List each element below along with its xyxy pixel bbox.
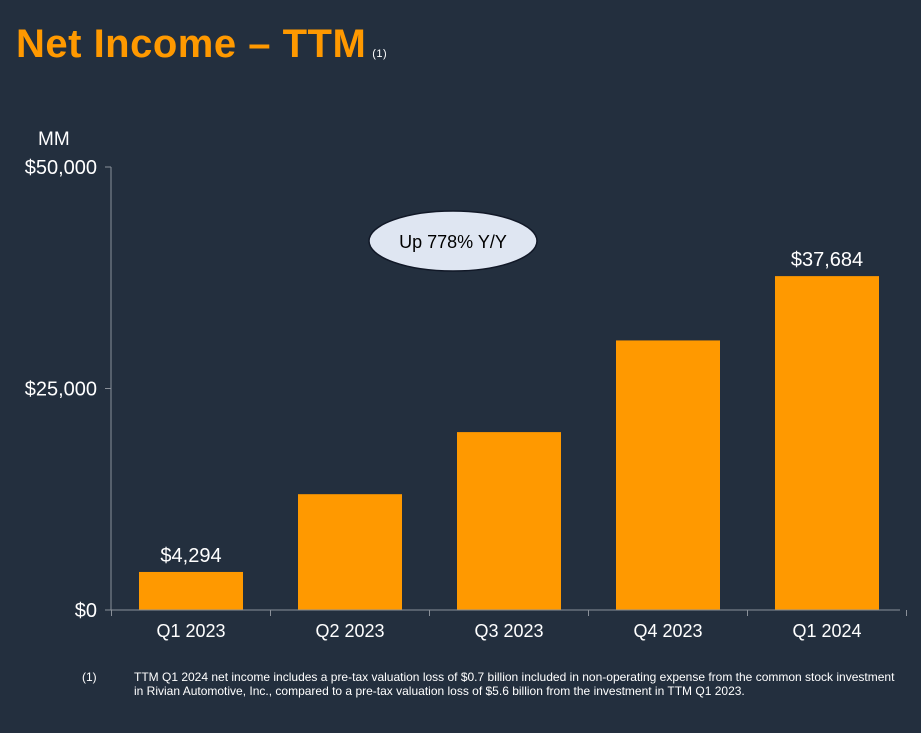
y-unit-label: MM (38, 129, 70, 150)
bar (457, 432, 561, 610)
y-tick-label: $50,000 (25, 157, 97, 179)
bar (775, 276, 879, 610)
footnote-text: TTM Q1 2024 net income includes a pre-ta… (134, 670, 895, 698)
x-tick-label: Q3 2023 (474, 621, 543, 641)
bar-data-label: $37,684 (791, 249, 863, 271)
y-tick-label: $25,000 (25, 379, 97, 401)
bar (298, 494, 402, 610)
title-footnote-marker: (1) (372, 48, 388, 60)
x-tick-label: Q4 2023 (633, 621, 702, 641)
x-tick-label: Q2 2023 (315, 621, 384, 641)
annotation-bubble (368, 210, 538, 272)
bar (616, 340, 720, 610)
x-tick-label: Q1 2023 (156, 621, 225, 641)
bar-chart: MM $0 $25,000 $50,000 $4,294 Q1 2023 Q2 2023 Q3… (25, 129, 907, 641)
y-tick-label: $0 (75, 600, 97, 622)
chart-title: Net Income – TTM (1) (16, 22, 387, 67)
chart-title-text: Net Income – TTM (16, 22, 367, 66)
bar-data-label: $4,294 (160, 545, 221, 567)
annotation-text: Up 778% Y/Y (399, 232, 507, 252)
x-tick-label: Q1 2024 (792, 621, 861, 641)
bar (139, 571, 243, 610)
footnote-number: (1) (82, 670, 97, 684)
